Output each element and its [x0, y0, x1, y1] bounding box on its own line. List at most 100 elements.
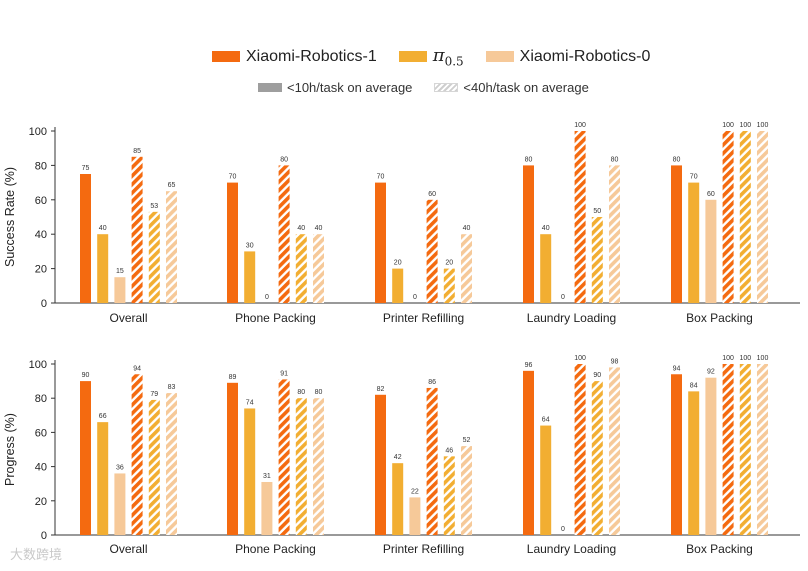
- bar: [443, 456, 455, 535]
- bar: [278, 379, 290, 535]
- bar-value-label: 70: [690, 174, 698, 181]
- bar: [757, 364, 768, 535]
- bar: [671, 374, 682, 535]
- bar-value-label: 74: [246, 399, 254, 406]
- chart-panel-1: 0 20 40 60 80 100 Success Rate (%) 75 40 15 85 53 65…: [3, 122, 800, 325]
- legend-label-short: <10h/task on average: [287, 80, 413, 95]
- bar-value-label: 46: [445, 447, 453, 454]
- bar-value-label: 42: [394, 454, 402, 461]
- legend-item-xr1: Xiaomi-Robotics-1: [212, 48, 377, 66]
- bar-value-label: 31: [263, 473, 271, 480]
- bar: [131, 156, 143, 303]
- legend-label-long: <40h/task on average: [463, 80, 589, 95]
- bar-value-label: 80: [673, 156, 681, 163]
- bar: [375, 182, 386, 303]
- bar: [313, 398, 324, 535]
- legend-row-models: Xiaomi-Robotics-1 π0.5 Xiaomi-Robotics-0: [212, 45, 672, 69]
- bar-value-label: 22: [411, 488, 419, 495]
- bar-value-label: 75: [82, 165, 90, 172]
- y-tick-label: 40: [35, 462, 47, 474]
- bar: [244, 251, 256, 303]
- y-tick-label: 20: [35, 496, 47, 508]
- y-axis-label: Success Rate (%): [3, 167, 17, 267]
- bar-value-label: 98: [611, 358, 619, 365]
- bar: [97, 422, 109, 535]
- bar: [443, 268, 455, 303]
- bar: [227, 382, 238, 535]
- bar-value-label: 91: [280, 370, 288, 377]
- bar: [295, 234, 307, 303]
- bar-value-label: 90: [82, 372, 90, 379]
- legend-swatch-xr0: [485, 51, 514, 63]
- bar-value-label: 60: [428, 191, 436, 198]
- bar-value-label: 20: [445, 260, 453, 267]
- bar-value-label: 40: [542, 225, 550, 232]
- y-tick-label: 20: [35, 264, 47, 276]
- bar-value-label: 100: [574, 355, 586, 362]
- bar-value-label: 100: [574, 122, 586, 129]
- bar-value-label: 36: [116, 464, 124, 471]
- bar-value-label: 85: [133, 148, 141, 155]
- bar: [722, 364, 734, 535]
- bar-value-label: 80: [525, 156, 533, 163]
- bar: [722, 131, 734, 303]
- bar-value-label: 0: [561, 294, 565, 301]
- x-tick-label: Laundry Loading: [527, 311, 616, 325]
- legend: Xiaomi-Robotics-1 π0.5 Xiaomi-Robotics-0…: [0, 0, 808, 110]
- bar-value-label: 100: [757, 122, 769, 129]
- bar-value-label: 84: [690, 382, 698, 389]
- bar: [739, 364, 751, 535]
- y-tick-label: 100: [29, 359, 47, 371]
- bar: [540, 425, 552, 535]
- bar: [739, 131, 751, 303]
- bar-value-label: 60: [707, 191, 715, 198]
- bar: [166, 393, 177, 535]
- legend-swatch-short: [258, 83, 282, 92]
- bar: [461, 234, 472, 303]
- bar-value-label: 94: [133, 365, 141, 372]
- pi-subscript: 0.5: [444, 54, 464, 69]
- bar: [278, 165, 290, 303]
- bar: [574, 131, 586, 303]
- bar-value-label: 92: [707, 369, 715, 376]
- bar-value-label: 40: [99, 225, 107, 232]
- bar-value-label: 0: [413, 294, 417, 301]
- legend-label-xr0: Xiaomi-Robotics-0: [519, 47, 651, 65]
- bar-value-label: 40: [315, 225, 323, 232]
- x-tick-label: Laundry Loading: [527, 542, 616, 556]
- bar-value-label: 40: [463, 225, 471, 232]
- bar: [244, 408, 256, 535]
- bar-value-label: 96: [525, 362, 533, 369]
- bar-value-label: 89: [229, 374, 237, 381]
- bar-value-label: 100: [757, 355, 769, 362]
- bar-value-label: 30: [246, 242, 254, 249]
- bar: [671, 165, 682, 303]
- bar: [261, 481, 273, 535]
- y-tick-label: 60: [35, 195, 47, 207]
- bar: [523, 370, 534, 535]
- bar: [574, 364, 586, 535]
- bar: [80, 381, 91, 535]
- legend-label-pi05: π0.5: [433, 45, 464, 69]
- bar: [591, 217, 603, 303]
- bar-value-label: 70: [377, 174, 385, 181]
- bar-value-label: 94: [673, 365, 681, 372]
- bar: [688, 391, 700, 535]
- bar-value-label: 52: [463, 437, 471, 444]
- bar-value-label: 80: [611, 156, 619, 163]
- bar: [757, 131, 768, 303]
- y-tick-label: 60: [35, 427, 47, 439]
- bar-value-label: 90: [593, 372, 601, 379]
- legend-item-short: <10h/task on average: [258, 80, 412, 95]
- bar-value-label: 0: [561, 526, 565, 533]
- bar: [392, 268, 404, 303]
- watermark: 大数跨境: [10, 547, 63, 562]
- x-tick-label: Overall: [109, 542, 147, 556]
- bar-value-label: 83: [168, 384, 176, 391]
- bar: [313, 234, 324, 303]
- bar: [375, 394, 386, 535]
- bar: [609, 367, 620, 535]
- bar: [461, 446, 472, 535]
- y-tick-label: 0: [41, 530, 47, 542]
- bar-value-label: 80: [280, 156, 288, 163]
